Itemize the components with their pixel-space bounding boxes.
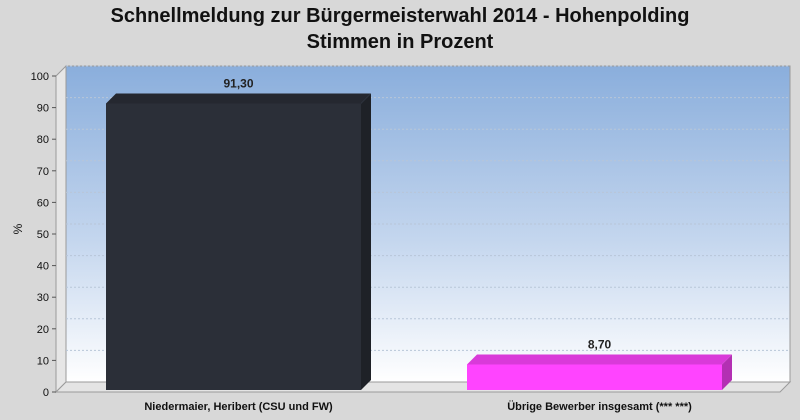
- bar-side: [722, 354, 732, 390]
- bar: [106, 103, 361, 390]
- chart-title: Schnellmeldung zur Bürgermeisterwahl 201…: [110, 5, 690, 27]
- y-tick-label: 40: [37, 261, 49, 273]
- category-label: Übrige Bewerber insgesamt (*** ***): [507, 400, 692, 413]
- bar-side: [361, 93, 371, 390]
- category-label: Niedermaier, Heribert (CSU und FW): [144, 401, 333, 413]
- y-tick-label: 0: [43, 387, 49, 399]
- y-tick-label: 10: [37, 355, 49, 367]
- plot-side-wall: [55, 64, 67, 394]
- chart-subtitle: Stimmen in Prozent: [306, 31, 494, 53]
- bar-top: [467, 354, 732, 365]
- y-tick-label: 20: [37, 324, 49, 336]
- y-tick-label: 30: [37, 292, 49, 304]
- y-tick-label: 70: [37, 166, 49, 178]
- y-tick-label: 50: [37, 229, 49, 241]
- y-tick-label: 80: [37, 134, 49, 146]
- bar: [467, 364, 722, 390]
- data-label: 8,70: [588, 338, 612, 352]
- y-tick-label: 90: [37, 103, 49, 115]
- y-tick-label: 60: [37, 197, 49, 209]
- y-tick-label: 100: [31, 71, 49, 83]
- bar-top: [106, 93, 371, 104]
- data-label: 91,30: [223, 76, 253, 90]
- y-axis-label: %: [11, 223, 25, 234]
